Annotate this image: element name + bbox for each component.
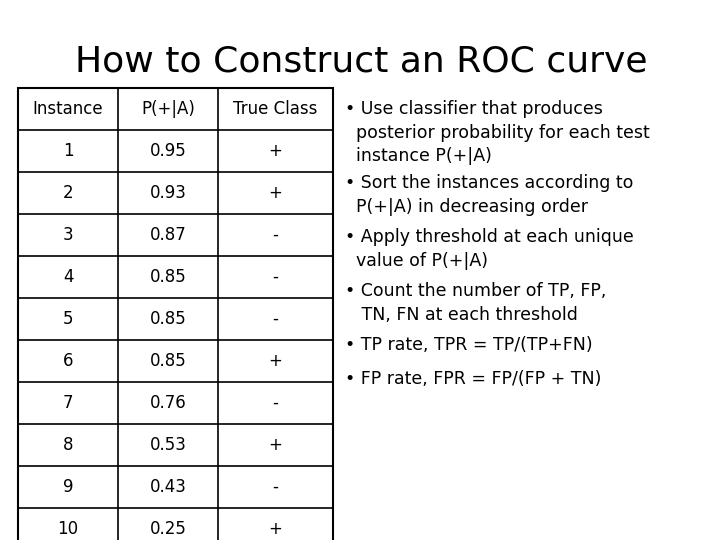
Text: 8: 8 (63, 436, 73, 454)
Text: • FP rate, FPR = FP/(FP + TN): • FP rate, FPR = FP/(FP + TN) (345, 370, 601, 388)
Text: 0.76: 0.76 (150, 394, 186, 412)
Text: • Use classifier that produces
  posterior probability for each test
  instance : • Use classifier that produces posterior… (345, 100, 649, 165)
Text: 1: 1 (63, 142, 73, 160)
Text: -: - (273, 268, 279, 286)
Text: 2: 2 (63, 184, 73, 202)
Text: Instance: Instance (32, 100, 103, 118)
Text: +: + (269, 520, 282, 538)
Text: 0.87: 0.87 (150, 226, 186, 244)
Text: -: - (273, 226, 279, 244)
Text: 0.95: 0.95 (150, 142, 186, 160)
Text: +: + (269, 352, 282, 370)
Text: 9: 9 (63, 478, 73, 496)
Text: -: - (273, 394, 279, 412)
Text: +: + (269, 142, 282, 160)
Text: • Apply threshold at each unique
  value of P(+|A): • Apply threshold at each unique value o… (345, 228, 634, 269)
Text: -: - (273, 478, 279, 496)
Text: 5: 5 (63, 310, 73, 328)
Text: 0.53: 0.53 (150, 436, 186, 454)
Text: +: + (269, 184, 282, 202)
Text: 4: 4 (63, 268, 73, 286)
Bar (18, 88, 333, 540)
Text: 0.85: 0.85 (150, 310, 186, 328)
Text: -: - (273, 310, 279, 328)
Text: • TP rate, TPR = TP/(TP+FN): • TP rate, TPR = TP/(TP+FN) (345, 336, 593, 354)
Text: 0.85: 0.85 (150, 268, 186, 286)
Text: • Sort the instances according to
  P(+|A) in decreasing order: • Sort the instances according to P(+|A)… (345, 174, 634, 215)
Text: 7: 7 (63, 394, 73, 412)
Text: True Class: True Class (233, 100, 318, 118)
Text: +: + (269, 436, 282, 454)
Text: 0.85: 0.85 (150, 352, 186, 370)
Text: • Count the number of TP, FP,
   TN, FN at each threshold: • Count the number of TP, FP, TN, FN at … (345, 282, 606, 323)
Text: 0.25: 0.25 (150, 520, 186, 538)
Text: 3: 3 (63, 226, 73, 244)
Text: 0.93: 0.93 (150, 184, 186, 202)
Text: 10: 10 (58, 520, 78, 538)
Text: P(+|A): P(+|A) (141, 100, 195, 118)
Text: 0.43: 0.43 (150, 478, 186, 496)
Text: 6: 6 (63, 352, 73, 370)
Text: How to Construct an ROC curve: How to Construct an ROC curve (75, 45, 647, 79)
